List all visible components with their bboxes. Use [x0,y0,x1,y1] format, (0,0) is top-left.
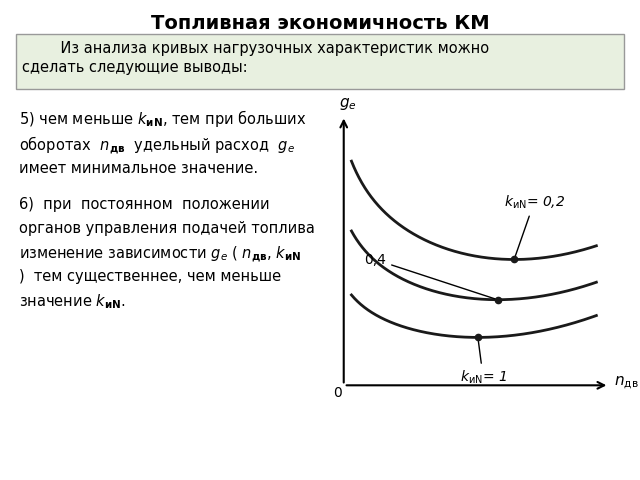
Text: 0: 0 [333,386,342,400]
Text: Топливная экономичность КМ: Топливная экономичность КМ [150,14,490,34]
Text: $g_e$: $g_e$ [339,96,356,112]
Text: изменение зависимости $\mathbf{\it{g}}_{\mathbf{\it{e}}}$ ( $\mathbf{\it{n}}_{\m: изменение зависимости $\mathbf{\it{g}}_{… [19,245,301,265]
Text: 5) чем меньше $\mathbf{\it{k}}_{\mathbf{иN}}$, тем при больших: 5) чем меньше $\mathbf{\it{k}}_{\mathbf{… [19,108,307,129]
Text: $k_{\mathrm{иN}}$= 0,2: $k_{\mathrm{иN}}$= 0,2 [504,193,565,257]
Text: 6)  при  постоянном  положении: 6) при постоянном положении [19,197,270,212]
Text: сделать следующие выводы:: сделать следующие выводы: [22,60,248,75]
Text: оборотах  $\mathbf{\it{n}}_{\mathbf{дв}}$  удельный расход  $\mathbf{\it{g}}_{\m: оборотах $\mathbf{\it{n}}_{\mathbf{дв}}$… [19,134,295,156]
Text: $k_{\mathrm{иN}}$= 1: $k_{\mathrm{иN}}$= 1 [460,340,506,386]
Text: имеет минимальное значение.: имеет минимальное значение. [19,161,259,176]
Text: органов управления подачей топлива: органов управления подачей топлива [19,221,315,236]
Text: Из анализа кривых нагрузочных характеристик можно: Из анализа кривых нагрузочных характерис… [42,41,489,56]
Text: $n_{\mathrm{дв}}$: $n_{\mathrm{дв}}$ [614,374,639,391]
Text: значение $\mathbf{\it{k}}_{\mathbf{иN}}$.: значение $\mathbf{\it{k}}_{\mathbf{иN}}$… [19,293,126,312]
Text: 0,4: 0,4 [364,252,495,299]
Text: )  тем существеннее, чем меньше: ) тем существеннее, чем меньше [19,269,282,284]
FancyBboxPatch shape [16,34,624,89]
